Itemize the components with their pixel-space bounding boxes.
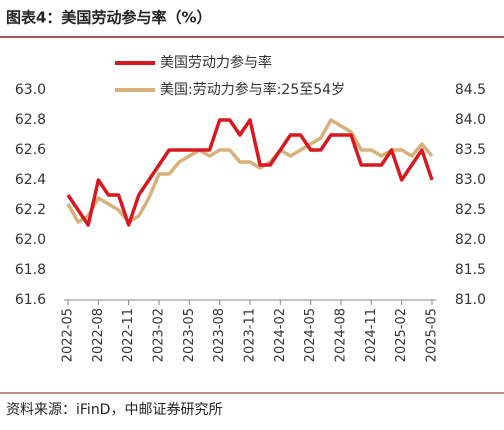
y-tick-label: 62.0 — [15, 232, 46, 248]
chart-title: 图表4：美国劳动参与率（%） — [6, 9, 211, 27]
x-tick-label: 2022-11 — [121, 308, 136, 362]
x-tick-label: 2023-02 — [152, 308, 167, 362]
legend-label: 美国劳动力参与率 — [160, 54, 272, 71]
y2-tick-label: 84.0 — [455, 112, 486, 128]
x-tick-label: 2023-08 — [212, 308, 227, 362]
y-tick-label: 62.2 — [15, 202, 46, 218]
y2-tick-label: 83.5 — [455, 142, 486, 158]
x-tick-label: 2025-02 — [394, 308, 409, 362]
y2-tick-label: 83.0 — [455, 172, 486, 188]
y2-tick-label: 81.5 — [455, 262, 486, 278]
y-tick-label: 63.0 — [15, 82, 46, 98]
y-tick-label: 61.8 — [15, 262, 46, 278]
y-tick-label: 62.6 — [15, 142, 46, 158]
x-tick-label: 2025-05 — [425, 308, 440, 362]
y-tick-label: 61.6 — [15, 292, 46, 308]
y2-tick-label: 84.5 — [455, 82, 486, 98]
x-tick-label: 2023-05 — [182, 308, 197, 362]
y2-tick-label: 81.0 — [455, 292, 486, 308]
source: 资料来源：iFinD，中邮证券研究所 — [6, 402, 222, 418]
x-tick-label: 2024-02 — [273, 308, 288, 362]
series-line — [66, 118, 434, 227]
y2-tick-label: 82.5 — [455, 202, 486, 218]
y-tick-label: 62.8 — [15, 112, 46, 128]
x-tick-label: 2022-08 — [91, 308, 106, 362]
x-tick-label: 2024-11 — [364, 308, 379, 362]
y-tick-label: 62.4 — [15, 172, 46, 188]
legend-label: 美国:劳动力参与率:25至54岁 — [160, 81, 345, 98]
x-tick-label: 2022-05 — [61, 308, 76, 362]
x-tick-label: 2024-05 — [303, 308, 318, 362]
x-tick-label: 2023-11 — [243, 308, 258, 362]
x-tick-label: 2024-08 — [334, 308, 349, 362]
y2-tick-label: 82.0 — [455, 232, 486, 248]
